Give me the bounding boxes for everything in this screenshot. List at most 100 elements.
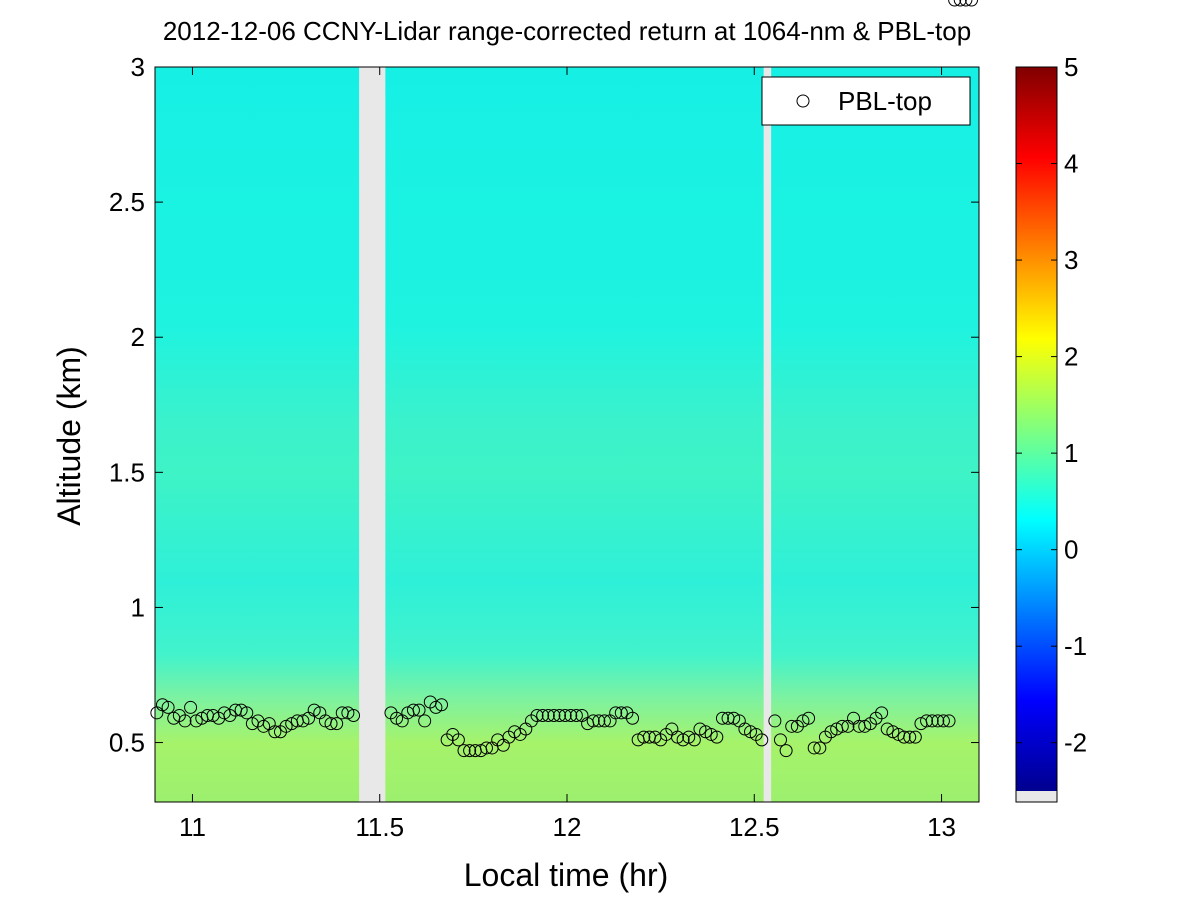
pbl-top-point: [813, 741, 827, 755]
pbl-top-point: [710, 730, 724, 744]
y-tick-label: 0.5: [109, 728, 145, 758]
pbl-top-point: [886, 725, 900, 739]
pbl-top-point: [347, 709, 361, 723]
pbl-top-point: [773, 733, 787, 747]
pbl-top-point: [547, 709, 561, 723]
pbl-top-point: [324, 717, 338, 731]
pbl-top-point: [614, 706, 628, 720]
pbl-top-point: [744, 725, 758, 739]
legend-marker: [796, 94, 810, 108]
data-gap-0: [359, 67, 386, 802]
pbl-top-point: [693, 722, 707, 736]
pbl-top-point: [687, 733, 701, 747]
pbl-top-point: [330, 717, 344, 731]
pbl-top-point: [676, 733, 690, 747]
y-tick-label: 1.5: [109, 457, 145, 487]
pbl-top-point: [553, 709, 567, 723]
pbl-top-point: [942, 714, 956, 728]
pbl-top-point: [908, 730, 922, 744]
pbl-top-point: [406, 703, 420, 717]
pbl-top-point: [234, 703, 248, 717]
legend: PBL-top: [761, 76, 971, 126]
colorbar-gradient: [1016, 67, 1057, 791]
pbl-top-point: [451, 733, 465, 747]
plot-area: [150, 0, 980, 803]
pbl-top-point: [536, 709, 550, 723]
pbl-top-point: [435, 698, 449, 712]
pbl-top-series: [150, 0, 979, 758]
colorbar-frame: [1015, 66, 1058, 803]
x-tick-label: 13: [927, 812, 956, 842]
pbl-top-point: [189, 714, 203, 728]
x-tick-label: 11.5: [355, 812, 404, 842]
pbl-top-point: [903, 730, 917, 744]
pbl-top-point: [296, 714, 310, 728]
pbl-top-point: [637, 730, 651, 744]
pbl-top-point: [479, 741, 493, 755]
pbl-top-point: [609, 706, 623, 720]
pbl-top-point: [807, 741, 821, 755]
pbl-top-point: [779, 744, 793, 758]
x-tick-label: 11: [179, 812, 206, 842]
pbl-top-point: [592, 714, 606, 728]
pbl-top-point: [880, 722, 894, 736]
pbl-top-point: [858, 719, 872, 733]
pbl-top-point: [161, 700, 175, 714]
pbl-top-point: [875, 706, 889, 720]
colorbar-tick-label: 4: [1064, 149, 1078, 179]
y-tick-label: 2: [131, 322, 145, 352]
colorbar-ticks: -2 -1 0 1 2 3 4 5: [1016, 52, 1087, 758]
colorbar-tick-label: 0: [1064, 535, 1078, 565]
pbl-top-point: [768, 714, 782, 728]
pbl-top-point: [948, 0, 962, 7]
heatmap-background: [155, 67, 979, 802]
pbl-top-point: [412, 703, 426, 717]
chart-title: 2012-12-06 CCNY-Lidar range-corrected re…: [163, 16, 971, 46]
data-gaps: [359, 67, 772, 802]
colorbar-tick-label: -1: [1064, 631, 1087, 661]
pbl-top-point: [268, 725, 282, 739]
pbl-top-point: [755, 733, 769, 747]
pbl-top-point: [341, 706, 355, 720]
pbl-top-point: [738, 722, 752, 736]
x-tick-label: 12: [553, 812, 582, 842]
y-tick-label: 1: [131, 592, 145, 622]
pbl-top-point: [463, 744, 477, 758]
y-tick-label: 3: [131, 52, 145, 82]
pbl-top-point: [959, 0, 973, 7]
legend-label: PBL-top: [838, 86, 932, 116]
pbl-top-point: [418, 714, 432, 728]
colorbar-tick-label: 3: [1064, 245, 1078, 275]
pbl-top-point: [670, 730, 684, 744]
colorbar-nodata: [1016, 791, 1057, 802]
y-axis-label: Altitude (km): [51, 346, 87, 526]
pbl-top-point: [569, 709, 583, 723]
pbl-top-point: [178, 714, 192, 728]
pbl-top-point: [953, 0, 967, 7]
colorbar-tick-label: 1: [1064, 438, 1078, 468]
pbl-top-point: [597, 714, 611, 728]
pbl-top-point: [920, 714, 934, 728]
pbl-top-point: [240, 706, 254, 720]
pbl-top-point: [184, 700, 198, 714]
pbl-top-point: [257, 719, 271, 733]
pbl-top-point: [796, 714, 810, 728]
pbl-top-point: [936, 714, 950, 728]
x-axis-label: Local time (hr): [464, 857, 669, 893]
colorbar-tick-label: 2: [1064, 342, 1078, 372]
pbl-top-point: [541, 709, 555, 723]
pbl-top-point: [704, 727, 718, 741]
pbl-top-point: [530, 709, 544, 723]
pbl-top-point: [155, 698, 169, 712]
pbl-top-point: [931, 714, 945, 728]
pbl-top-point: [626, 711, 640, 725]
pbl-top-point: [824, 725, 838, 739]
pbl-top-point: [564, 709, 578, 723]
data-gap-1: [763, 67, 772, 802]
pbl-top-point: [558, 709, 572, 723]
pbl-top-point: [390, 711, 404, 725]
pbl-top-point: [586, 714, 600, 728]
y-tick-label: 2.5: [109, 187, 145, 217]
pbl-top-point: [727, 711, 741, 725]
